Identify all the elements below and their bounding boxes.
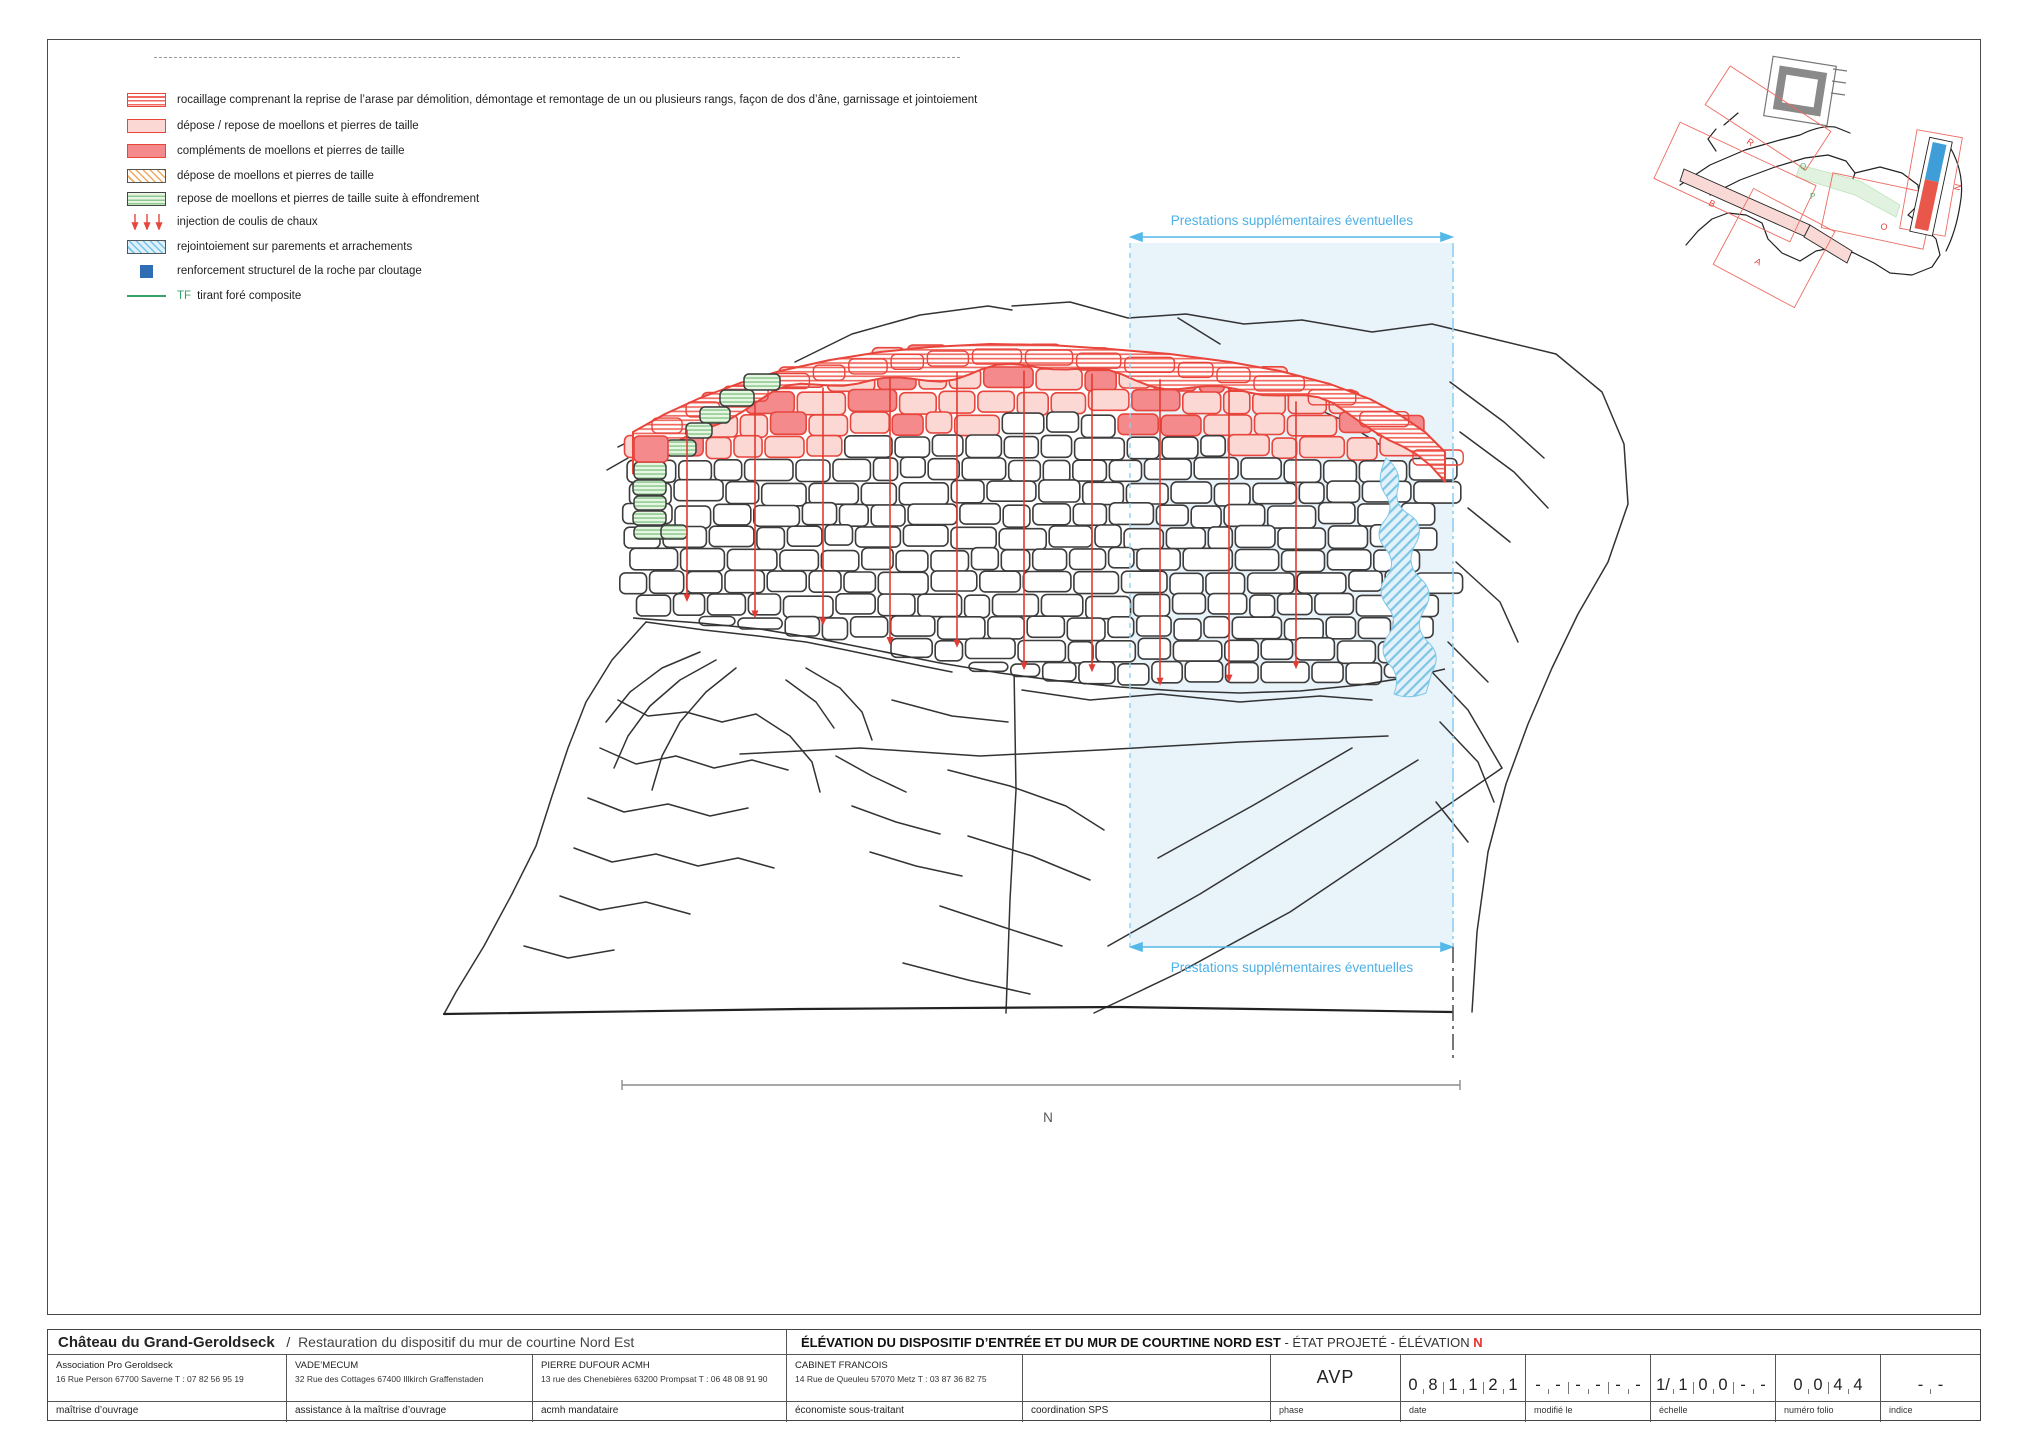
plan-label-n: N bbox=[1952, 183, 1963, 191]
supplementary-zone: Prestations supplémentaires éventuelles … bbox=[1128, 213, 1455, 1058]
role-sps: coordination SPS bbox=[1023, 1401, 1271, 1422]
zone-label-top: Prestations supplémentaires éventuelles bbox=[1171, 213, 1414, 228]
project-subtitle: Restauration du dispositif du mur de cou… bbox=[298, 1334, 635, 1350]
injection-arrows bbox=[683, 370, 1300, 686]
tf-line-swatch bbox=[127, 289, 166, 303]
legend-label: rocaillage comprenant la reprise de l’ar… bbox=[177, 94, 978, 106]
scale-value-cell: 1/1 0 0- - bbox=[1651, 1355, 1776, 1401]
injection-arrows-icon bbox=[127, 214, 166, 230]
legend-label: renforcement structurel de la roche par … bbox=[177, 265, 422, 277]
company-cell-amo: VADE’MECUM 32 Rue des Cottages 67400 Ill… bbox=[287, 1355, 533, 1401]
legend-item-repose-effondrement: repose de moellons et pierres de taille … bbox=[127, 191, 479, 207]
company-name: VADE’MECUM bbox=[295, 1360, 359, 1371]
title-separator: / bbox=[286, 1334, 291, 1350]
legend-item-cloutage: renforcement structurel de la roche par … bbox=[127, 263, 422, 279]
site-plan-vignette: R B A O N Q P bbox=[1653, 55, 1963, 309]
legend-label: dépose / repose de moellons et pierres d… bbox=[177, 120, 419, 132]
role-acmh: acmh mandataire bbox=[533, 1401, 787, 1422]
rock-contours bbox=[442, 301, 1629, 1016]
zone-bottom-arrow bbox=[1128, 941, 1455, 953]
depose-repose-swatch bbox=[127, 119, 166, 133]
plan-label-q: Q bbox=[1800, 162, 1806, 171]
legend-label: injection de coulis de chaux bbox=[177, 216, 318, 228]
company-address: 32 Rue des Cottages 67400 Illkirch Graff… bbox=[295, 1374, 484, 1384]
company-cell-economist: CABINET FRANCOIS 14 Rue de Queuleu 57070… bbox=[787, 1355, 1023, 1401]
company-address: 16 Rue Person 67700 Saverne T : 07 82 56… bbox=[56, 1374, 244, 1384]
phase-label: phase bbox=[1271, 1401, 1401, 1422]
phase-value-cell: AVP bbox=[1271, 1355, 1401, 1401]
phase-value: AVP bbox=[1316, 1367, 1355, 1387]
elevation-n-marker bbox=[1909, 136, 1953, 237]
modified-label: modifié le bbox=[1526, 1401, 1651, 1422]
legend-label: repose de moellons et pierres de taille … bbox=[177, 193, 480, 205]
company-address: 14 Rue de Queuleu 57070 Metz T : 03 87 3… bbox=[795, 1374, 987, 1384]
tf-prefix: TF bbox=[177, 290, 192, 302]
legend-item-tirant: TF tirant foré composite bbox=[127, 288, 301, 304]
zone-label-bottom: Prestations supplémentaires éventuelles bbox=[1171, 960, 1414, 975]
role-amo: assistance à la maîtrise d’ouvrage bbox=[287, 1401, 533, 1422]
scale-digits: 1/1 0 0- - bbox=[1656, 1376, 1766, 1394]
plan-label-o: O bbox=[1880, 221, 1889, 232]
company-name: CABINET FRANCOIS bbox=[795, 1360, 888, 1371]
sheet-title-cell: ÉLÉVATION DU DISPOSITIF D’ENTRÉE ET DU M… bbox=[787, 1330, 1980, 1355]
rejointoiement-hatch-area bbox=[1378, 457, 1437, 698]
legend-item-complements: compléments de moellons et pierres de ta… bbox=[127, 143, 405, 159]
project-title: Château du Grand-Geroldseck bbox=[58, 1334, 275, 1351]
depose-hatch-swatch bbox=[127, 169, 166, 183]
complements-swatch bbox=[127, 144, 166, 158]
company-cell-owner: Association Pro Geroldseck 16 Rue Person… bbox=[48, 1355, 287, 1401]
legend-label: tirant foré composite bbox=[197, 290, 302, 302]
legend-label: dépose de moellons et pierres de taille bbox=[177, 170, 374, 182]
index-value-cell: -- bbox=[1881, 1355, 1980, 1401]
nail-square-swatch bbox=[127, 264, 166, 278]
modified-value-cell: ------ bbox=[1526, 1355, 1651, 1401]
elevation-letter-label: N bbox=[1043, 1110, 1053, 1125]
company-name: Association Pro Geroldseck bbox=[56, 1360, 173, 1371]
role-owner: maîtrise d’ouvrage bbox=[48, 1401, 287, 1422]
scale-label: échelle bbox=[1651, 1401, 1776, 1422]
rejointoiement-swatch bbox=[127, 240, 166, 254]
date-label: date bbox=[1401, 1401, 1526, 1422]
legend-label: compléments de moellons et pierres de ta… bbox=[177, 145, 405, 157]
plan-label-a: A bbox=[1753, 256, 1763, 268]
rocaillage-swatch bbox=[127, 93, 166, 107]
title-block: Château du Grand-Geroldseck / Restaurati… bbox=[47, 1329, 1981, 1422]
sheet-title: ÉLÉVATION DU DISPOSITIF D’ENTRÉE ET DU M… bbox=[801, 1335, 1281, 1350]
project-title-cell: Château du Grand-Geroldseck / Restaurati… bbox=[48, 1330, 787, 1355]
sheet-title-letter: N bbox=[1473, 1335, 1483, 1350]
repose-green-swatch bbox=[127, 192, 166, 206]
plan-label-b: B bbox=[1707, 198, 1717, 210]
folio-label: numéro folio bbox=[1776, 1401, 1881, 1422]
company-cell-sps bbox=[1023, 1355, 1271, 1401]
modified-digits: ------ bbox=[1535, 1376, 1641, 1394]
legend-item-injection: injection de coulis de chaux bbox=[127, 214, 318, 230]
sheet-title-suffix: - ÉTAT PROJETÉ - ÉLÉVATION bbox=[1280, 1335, 1474, 1350]
zone-top-arrow bbox=[1128, 231, 1455, 243]
header-dashed-line bbox=[154, 57, 960, 58]
company-cell-acmh: PIERRE DUFOUR ACMH 13 rue des Chenebière… bbox=[533, 1355, 787, 1401]
legend-label: rejointoiement sur parements et arrachem… bbox=[177, 241, 413, 253]
company-address: 13 rue des Chenebières 63200 Prompsat T … bbox=[541, 1374, 768, 1384]
legend-item-rocaillage: rocaillage comprenant la reprise de l’ar… bbox=[127, 92, 977, 108]
role-economist: économiste sous-traitant bbox=[787, 1401, 1023, 1422]
company-name: PIERRE DUFOUR ACMH bbox=[541, 1360, 650, 1371]
index-label: indice bbox=[1881, 1401, 1980, 1422]
plan-label-r: R bbox=[1745, 136, 1756, 148]
legend-item-depose: dépose de moellons et pierres de taille bbox=[127, 168, 374, 184]
dimension-line bbox=[621, 1080, 1461, 1090]
legend-item-depose-repose: dépose / repose de moellons et pierres d… bbox=[127, 118, 419, 134]
legend-item-rejointoiement: rejointoiement sur parements et arrachem… bbox=[127, 239, 412, 255]
index-digits: -- bbox=[1917, 1376, 1944, 1394]
collapsed-repose-stones bbox=[632, 373, 781, 540]
sheet-border bbox=[47, 39, 1981, 1315]
plan-label-p: P bbox=[1810, 192, 1815, 201]
